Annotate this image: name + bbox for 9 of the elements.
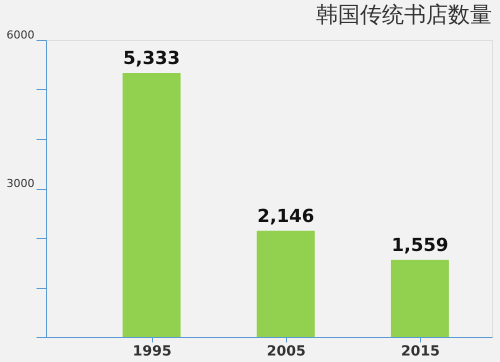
- x-tick-label: 2005: [266, 344, 306, 360]
- data-label: 2,146: [257, 206, 314, 227]
- chart-title: 韩国传统书店数量: [316, 3, 492, 28]
- data-label: 1,559: [391, 234, 448, 256]
- x-tick-label: 1995: [132, 344, 172, 360]
- data-label: 5,333: [123, 48, 180, 70]
- y-tick-label: 6000: [6, 28, 34, 42]
- y-tick-label: 3000: [6, 177, 34, 190]
- x-tick-label: 2015: [400, 344, 440, 360]
